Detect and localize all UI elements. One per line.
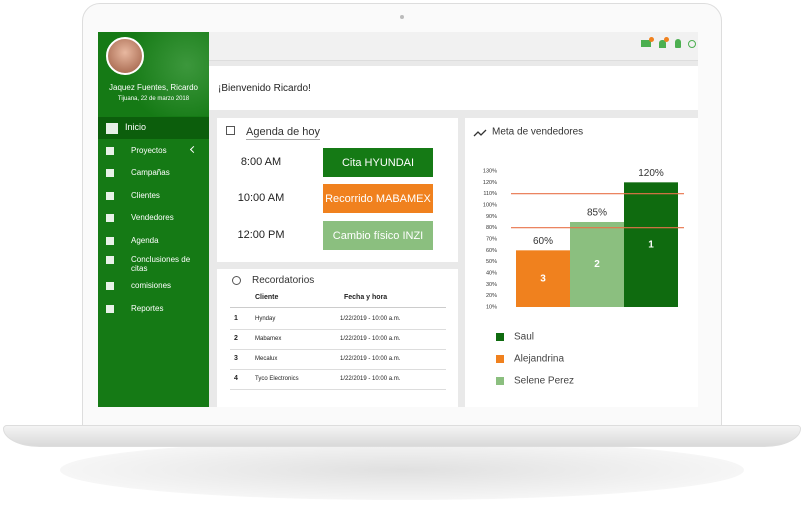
y-tick-label: 50% <box>486 259 497 265</box>
badge <box>664 37 669 42</box>
table-cell: Mabamex <box>255 336 282 342</box>
y-tick-label: 110% <box>483 191 497 197</box>
menu-icon <box>106 192 114 200</box>
menu-label: Reportes <box>131 304 164 313</box>
table-row: 3 Mecalux 1/22/2019 - 10:00 a.m. <box>230 349 446 370</box>
bar <box>570 222 624 307</box>
menu-icon <box>106 282 114 290</box>
menu-label: Vendedores <box>131 213 174 222</box>
y-tick-label: 40% <box>486 270 497 276</box>
user-name: Jaquez Fuentes, Ricardo <box>109 83 198 92</box>
legend-label: Selene Perez <box>514 376 574 387</box>
y-tick-label: 80% <box>486 225 497 231</box>
table-cell: 1/22/2019 - 10:00 a.m. <box>340 356 401 362</box>
menu-icon <box>106 123 118 134</box>
chart-icon <box>473 129 487 137</box>
legend-swatch <box>496 355 504 363</box>
power-icon[interactable] <box>688 40 696 48</box>
bar <box>516 250 570 307</box>
y-tick-label: 20% <box>486 293 497 299</box>
bar-rank: 1 <box>648 239 654 250</box>
legend-label: Alejandrina <box>514 354 564 365</box>
menu-label: Conclusiones de citas <box>131 255 191 273</box>
agenda-time: 8:00 AM <box>240 156 282 168</box>
table-cell: 1/22/2019 - 10:00 a.m. <box>340 376 401 382</box>
welcome-text: ¡Bienvenido Ricardo! <box>218 83 311 94</box>
agenda-time: 10:00 AM <box>237 192 285 204</box>
table-cell: 1/22/2019 - 10:00 a.m. <box>340 336 401 342</box>
table-cell: 4 <box>234 375 238 382</box>
legend-swatch <box>496 377 504 385</box>
y-tick-label: 70% <box>486 236 497 242</box>
agenda-button[interactable]: Recorrido MABAMEX <box>323 184 433 213</box>
menu-icon <box>106 214 114 222</box>
y-tick-label: 10% <box>486 304 497 310</box>
menu-icon <box>106 147 114 155</box>
alarm-icon <box>232 276 241 285</box>
value-label: 60% <box>533 236 553 247</box>
avatar[interactable] <box>106 37 144 75</box>
menu-label: Proyectos <box>131 146 167 155</box>
bar-rank: 3 <box>540 273 546 284</box>
laptop-shadow <box>60 440 744 500</box>
value-label: 85% <box>587 208 607 219</box>
column-header: Cliente <box>255 294 279 301</box>
menu-label: Campañas <box>131 168 170 177</box>
value-label: 120% <box>638 168 664 179</box>
table-cell: 2 <box>234 335 238 342</box>
bar <box>624 182 678 307</box>
y-tick-label: 60% <box>486 248 497 254</box>
agenda-time: 12:00 PM <box>237 229 285 241</box>
agenda-button[interactable]: Cambio físico INZI <box>323 221 433 250</box>
welcome-card <box>209 66 698 110</box>
active-menu-bg <box>98 117 209 139</box>
agenda-title: Agenda de hoy <box>246 126 321 140</box>
table-row: 4 Tyco Electronics 1/22/2019 - 10:00 a.m. <box>230 369 446 390</box>
bar-rank: 2 <box>594 259 600 270</box>
menu-icon <box>106 237 114 245</box>
agenda-button[interactable]: Cita HYUNDAI <box>323 148 433 177</box>
table-row: 1 Hynday 1/22/2019 - 10:00 a.m. <box>230 309 446 330</box>
table-row: 2 Mabamex 1/22/2019 - 10:00 a.m. <box>230 329 446 350</box>
user-location: Tijuana, 22 de marzo 2018 <box>117 96 190 102</box>
table-cell: 1/22/2019 - 10:00 a.m. <box>340 316 401 322</box>
y-tick-label: 100% <box>483 202 497 208</box>
laptop-base <box>3 425 801 447</box>
mail-icon[interactable] <box>641 40 651 47</box>
chart-title: Meta de vendedores <box>492 127 583 138</box>
chart: Meta de vendedores 10% 20% 30% 40% 50% 60% 70%… <box>473 127 684 387</box>
table-cell: Mecalux <box>255 356 278 362</box>
table-cell: 1 <box>234 315 238 322</box>
menu-icon <box>106 256 114 264</box>
reminders-title: Recordatorios <box>252 275 315 286</box>
table-cell: 3 <box>234 355 238 362</box>
y-tick-label: 30% <box>486 282 497 288</box>
y-tick-label: 120% <box>483 180 497 186</box>
bell-icon[interactable] <box>659 40 666 48</box>
y-tick-label: 130% <box>483 168 497 174</box>
camera <box>400 15 404 19</box>
menu-label: comisiones <box>131 281 172 290</box>
menu-icon <box>106 169 114 177</box>
user-icon[interactable] <box>675 39 681 48</box>
top-bar <box>209 32 698 61</box>
table-cell: Tyco Electronics <box>255 376 299 382</box>
calendar-icon <box>226 126 235 135</box>
menu-icon <box>106 305 114 313</box>
y-tick-label: 90% <box>486 214 497 220</box>
header-rule <box>230 307 446 308</box>
legend-swatch <box>496 333 504 341</box>
legend-label: Saul <box>514 332 534 343</box>
column-header: Fecha y hora <box>344 294 388 301</box>
menu-label: Inicio <box>125 122 147 132</box>
badge <box>649 37 654 42</box>
table-cell: Hynday <box>255 316 276 322</box>
reminders-card <box>217 269 458 407</box>
menu-label: Agenda <box>131 236 159 245</box>
menu-label: Clientes <box>131 191 160 200</box>
